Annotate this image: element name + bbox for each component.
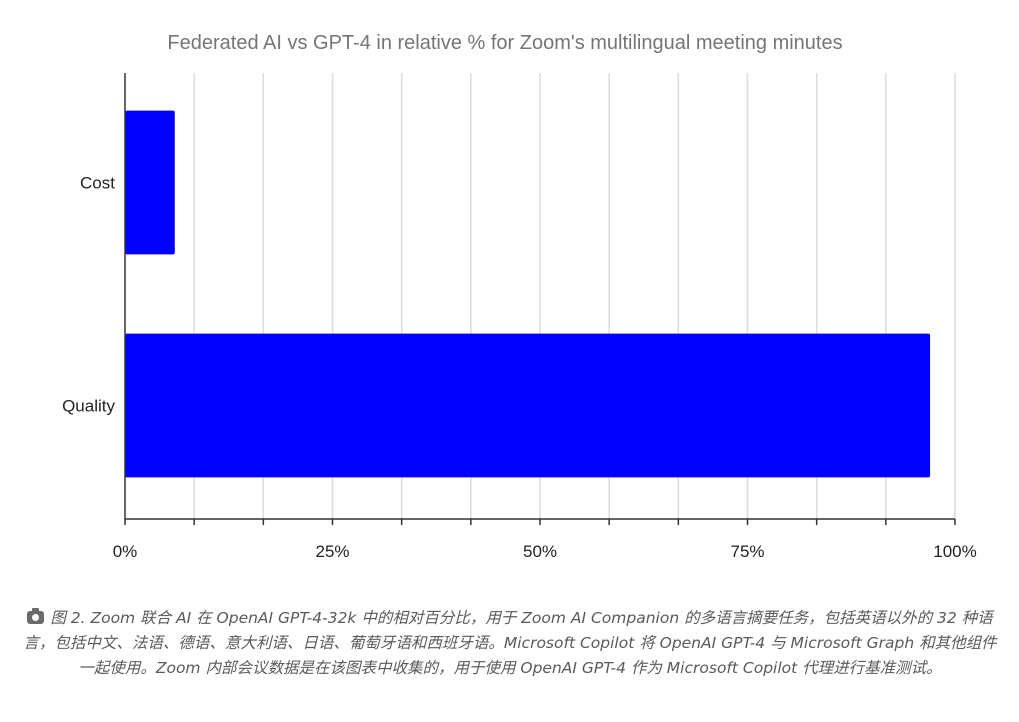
axes: Cost Quality 0% 25% 50% 75% 100% — [62, 73, 977, 561]
bar-chart: Federated AI vs GPT-4 in relative % for … — [62, 32, 977, 561]
chart-title: Federated AI vs GPT-4 in relative % for … — [167, 32, 842, 54]
bar-cost — [125, 110, 175, 255]
x-tick-label: 75% — [730, 542, 764, 561]
y-tick-label: Quality — [62, 397, 115, 416]
camera-icon — [27, 608, 45, 624]
x-tick-label: 100% — [933, 542, 976, 561]
figure-caption: 图 2. Zoom 联合 AI 在 OpenAI GPT-4-32k 中的相对百… — [20, 606, 1000, 681]
bars — [125, 110, 931, 478]
bar-quality — [125, 333, 931, 478]
y-tick-label: Cost — [80, 174, 115, 193]
x-tick-label: 50% — [523, 542, 557, 561]
x-tick-label: 25% — [315, 542, 349, 561]
x-tick-label: 0% — [113, 542, 138, 561]
caption-text: 图 2. Zoom 联合 AI 在 OpenAI GPT-4-32k 中的相对百… — [23, 609, 997, 677]
